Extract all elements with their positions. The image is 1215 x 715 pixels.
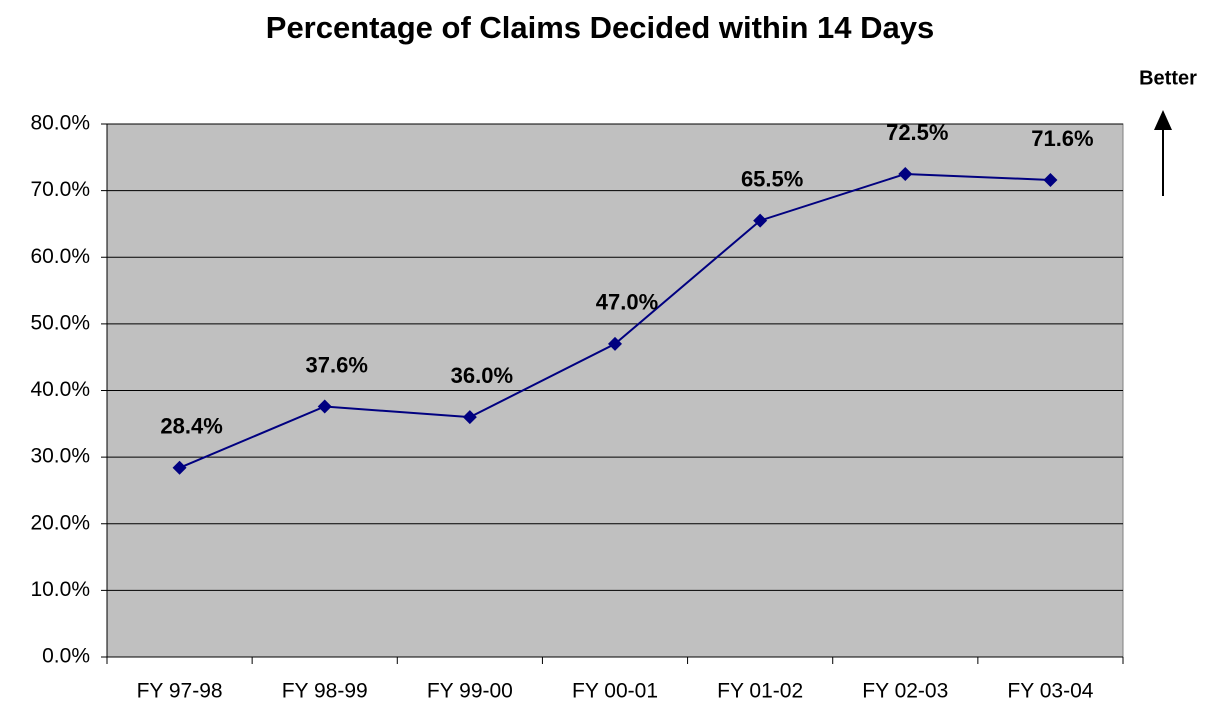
y-tick-label: 0.0%	[42, 645, 90, 668]
y-tick-label: 10.0%	[30, 578, 90, 601]
chart-title: Percentage of Claims Decided within 14 D…	[266, 10, 934, 45]
y-tick-label: 40.0%	[30, 378, 90, 401]
data-label: 71.6%	[1031, 126, 1093, 151]
x-tick-label: FY 97-98	[137, 680, 223, 703]
y-tick-label: 30.0%	[30, 445, 90, 468]
x-tick-label: FY 01-02	[717, 680, 803, 703]
y-tick-label: 70.0%	[30, 178, 90, 201]
y-tick-label: 50.0%	[30, 311, 90, 334]
marker	[753, 213, 768, 228]
x-tick-label: FY 00-01	[572, 680, 658, 703]
data-label: 65.5%	[741, 166, 803, 191]
data-label: 37.6%	[306, 352, 368, 377]
y-tick-label: 60.0%	[30, 245, 90, 268]
data-label: 28.4%	[160, 414, 222, 439]
x-tick-label: FY 02-03	[862, 680, 948, 703]
marker	[898, 166, 913, 181]
marker	[172, 460, 187, 475]
x-tick-label: FY 99-00	[427, 680, 513, 703]
marker	[317, 399, 332, 414]
arrow-head	[1154, 110, 1172, 130]
y-tick-label: 80.0%	[30, 112, 90, 135]
data-label: 72.5%	[886, 120, 948, 145]
data-label: 36.0%	[451, 363, 513, 388]
data-label: 47.0%	[596, 290, 658, 315]
x-tick-label: FY 03-04	[1007, 680, 1093, 703]
marker	[1043, 172, 1058, 187]
marker	[608, 336, 622, 351]
annotation: Better	[1139, 67, 1197, 89]
marker	[462, 410, 477, 425]
y-tick-label: 20.0%	[30, 511, 90, 534]
x-tick-label: FY 98-99	[282, 680, 368, 703]
